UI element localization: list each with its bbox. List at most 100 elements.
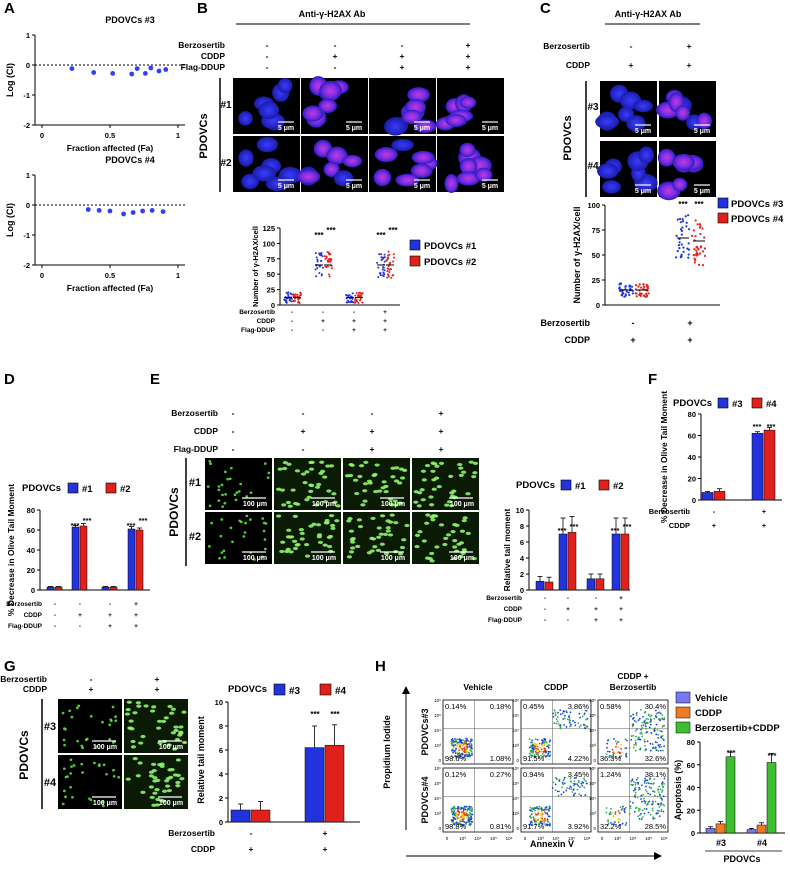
panel-b-tile-nucleus: [326, 146, 348, 165]
panel-g-tile-comet: [101, 720, 104, 724]
panel-g-tile-comet: [148, 785, 154, 789]
panel-h-event: [582, 781, 585, 784]
panel-c-dot: [640, 292, 643, 295]
panel-g-tile-comet: [154, 788, 160, 792]
panel-c-dot: [676, 249, 679, 253]
panel-d-chart-bar: [54, 586, 63, 591]
panel-h-event: [644, 777, 647, 780]
panel-b-dot: [390, 276, 393, 279]
panel-h-event: [470, 745, 473, 748]
panel-e-tile-comet: [209, 462, 212, 466]
panel-f-cond-sign: +: [762, 521, 767, 530]
panel-h-event: [608, 750, 611, 753]
panel-e-tile-comet: [317, 540, 324, 545]
panel-c-tile-nucleus: [672, 177, 688, 192]
panel-e-tile-comet: [294, 469, 301, 473]
panel-c-dot: [682, 250, 685, 253]
panel-h-ytick: 10⁶: [512, 766, 519, 771]
panel-b-dot: [318, 271, 321, 274]
panel-h-event: [458, 820, 461, 823]
panel-c-dot: [698, 223, 701, 226]
panel-a-letter: A: [4, 0, 15, 17]
panel-h-event: [661, 798, 664, 801]
panel-e-tile-comet: [282, 466, 288, 471]
panel-h-event: [544, 806, 547, 809]
panel-g-tile-comet: [151, 803, 157, 807]
panel-f-chart-bar: [701, 492, 714, 501]
panel-h-event: [579, 724, 582, 726]
panel-g-tile-comet: [164, 779, 170, 783]
panel-g-tile-comet: [117, 776, 121, 779]
panel-h-event: [614, 740, 617, 743]
panel-e-legend-label: #2: [613, 481, 624, 492]
panel-e-tile-comet: [393, 503, 399, 507]
panel-h-event: [469, 812, 472, 815]
panel-f-cond-sign: +: [762, 507, 767, 516]
panel-e-tile-comet: [461, 548, 467, 552]
panel-h-legend-swatch: [675, 721, 691, 734]
panel-g-tile-comet: [68, 709, 72, 713]
panel-h-event: [661, 791, 663, 793]
panel-h-event: [548, 805, 551, 808]
panel-c-dot: [680, 243, 683, 246]
panel-h-event: [458, 756, 461, 759]
panel-c-dot: [645, 294, 649, 297]
panel-b-dot: [392, 256, 395, 259]
panel-e-tile-comet: [308, 524, 314, 528]
panel-b-tile-scale-label: 5 μm: [482, 183, 498, 190]
panel-h-ytick: 10³: [434, 811, 441, 816]
panel-e-chart-bar: [611, 533, 621, 591]
panel-e-tile-comet: [287, 504, 293, 508]
panel-g-tile-scale-label: 100 μm: [159, 744, 183, 751]
panel-f-chart-bar: [751, 433, 764, 501]
panel-e-tile-comet: [354, 491, 360, 496]
panel-h-event: [542, 820, 544, 822]
panel-h-event: [459, 741, 462, 744]
panel-e-ylabel: Relative tail moment: [502, 509, 512, 592]
panel-h-event: [466, 746, 469, 748]
panel-c-dot: [694, 258, 697, 262]
panel-h-event: [579, 786, 581, 789]
panel-h-xtick: 10⁵: [568, 836, 575, 841]
panel-e-tile-comet: [325, 464, 331, 468]
panel-h-event: [658, 711, 661, 714]
panel-e-chart-cond-sign: -: [595, 595, 597, 602]
panel-h-event: [632, 734, 635, 737]
panel-a-point: [142, 71, 148, 76]
panel-b-cond-sign: +: [466, 51, 471, 61]
panel-h-event: [620, 743, 622, 746]
panel-h-q-ul: 0.58%: [600, 702, 622, 711]
panel-h-col-title: Vehicle: [463, 682, 493, 692]
panel-h-event: [458, 749, 461, 752]
panel-h-event: [637, 719, 640, 722]
panel-h-event: [564, 714, 566, 717]
panel-e-tile-comet: [349, 538, 355, 542]
panel-e-tile-comet: [327, 534, 334, 539]
panel-c-chart-cond-sign: +: [630, 335, 635, 345]
panel-h-row-label: PDOVCs#3: [420, 708, 430, 755]
panel-h-event: [541, 744, 544, 747]
panel-c-dot: [637, 285, 640, 288]
panel-c-dot: [646, 286, 649, 289]
panel-g-chart-bar: [230, 809, 251, 823]
panel-h-event: [649, 777, 652, 779]
panel-h-event: [652, 818, 655, 820]
panel-h-event: [660, 745, 663, 748]
panel-c-dot: [685, 221, 688, 224]
panel-g-tile-comet: [124, 712, 131, 716]
panel-e-tile-comet: [261, 517, 265, 520]
panel-e-tile-comet: [350, 546, 356, 550]
panel-h-event: [650, 787, 652, 789]
panel-h-event: [471, 754, 473, 756]
panel-b-chart-cond-sign: -: [291, 327, 293, 334]
panel-b-legend-label: PDOVCs #1: [424, 241, 477, 252]
panel-g-tile-comet: [172, 747, 178, 751]
panel-e-tile-comet: [248, 518, 252, 521]
panel-e-chart-cond-row-label: Flag-DDUP: [488, 617, 523, 624]
panel-c-tile-nucleus: [657, 148, 676, 167]
panel-e-tile-comet: [387, 533, 394, 537]
panel-g-tile-comet: [167, 768, 173, 772]
panel-h-event: [452, 741, 455, 744]
panel-h-ytick: 0: [516, 826, 519, 831]
panel-h-event: [625, 822, 628, 824]
